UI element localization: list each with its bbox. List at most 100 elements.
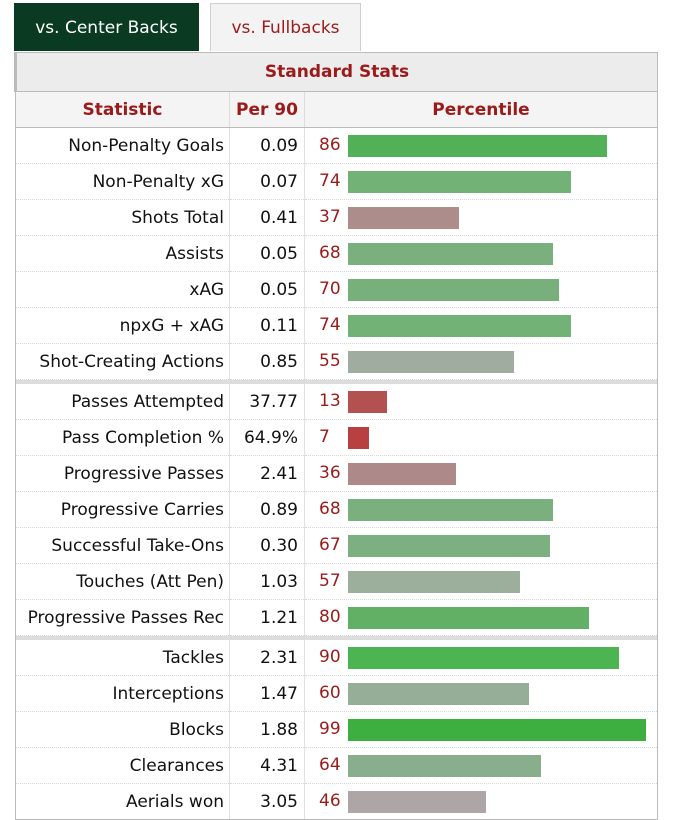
percentile-bar	[348, 755, 541, 777]
percentile-cell: 13	[304, 384, 658, 420]
stat-name: Shots Total	[15, 199, 230, 236]
stat-name: Touches (Att Pen)	[15, 563, 230, 600]
percentile-cell: 86	[304, 127, 658, 164]
percentile-cell: 74	[304, 163, 658, 200]
percentile-cell: 90	[304, 640, 658, 676]
percentile-bar	[348, 607, 589, 629]
stat-name: Non-Penalty xG	[15, 163, 230, 200]
table-row: Passes Attempted 37.77 13	[15, 384, 658, 420]
table-row: Tackles 2.31 90	[15, 640, 658, 676]
table-row: npxG + xAG 0.11 74	[15, 307, 658, 344]
stat-name: Shot-Creating Actions	[15, 343, 230, 380]
percentile-cell: 7	[304, 419, 658, 456]
table-row: Progressive Passes Rec 1.21 80	[15, 599, 658, 636]
stat-name: xAG	[15, 271, 230, 308]
standard-stats-table: Standard Stats Statistic Per 90 Percenti…	[14, 52, 658, 820]
percentile-value: 46	[319, 791, 341, 811]
percentile-cell: 74	[304, 307, 658, 344]
percentile-value: 67	[319, 535, 341, 555]
percentile-cell: 67	[304, 527, 658, 564]
percentile-cell: 57	[304, 563, 658, 600]
stat-name: Non-Penalty Goals	[15, 127, 230, 164]
per90-value: 0.11	[229, 307, 305, 344]
percentile-value: 68	[319, 243, 341, 263]
table-row: xAG 0.05 70	[15, 271, 658, 308]
percentile-value: 99	[319, 719, 341, 739]
percentile-value: 64	[319, 755, 341, 775]
table-row: Interceptions 1.47 60	[15, 675, 658, 712]
table-row: Non-Penalty Goals 0.09 86	[15, 127, 658, 164]
column-header-percentile[interactable]: Percentile	[304, 91, 658, 128]
percentile-bar	[348, 279, 559, 301]
table-row: Blocks 1.88 99	[15, 711, 658, 748]
per90-value: 0.09	[229, 127, 305, 164]
per90-value: 0.85	[229, 343, 305, 380]
table-row: Aerials won 3.05 46	[15, 783, 658, 820]
percentile-bar	[348, 463, 456, 485]
percentile-value: 74	[319, 171, 341, 191]
table-row: Shots Total 0.41 37	[15, 199, 658, 236]
percentile-bar	[348, 571, 520, 593]
percentile-value: 60	[319, 683, 341, 703]
stat-name: Aerials won	[15, 783, 230, 820]
percentile-cell: 68	[304, 491, 658, 528]
per90-value: 0.07	[229, 163, 305, 200]
percentile-value: 86	[319, 135, 341, 155]
percentile-bar	[348, 647, 619, 669]
table-row: Non-Penalty xG 0.07 74	[15, 163, 658, 200]
column-header-statistic[interactable]: Statistic	[15, 91, 230, 128]
per90-value: 4.31	[229, 747, 305, 784]
percentile-value: 70	[319, 279, 341, 299]
percentile-value: 37	[319, 207, 341, 227]
stat-name: Progressive Passes Rec	[15, 599, 230, 636]
group-separator	[15, 635, 658, 640]
stat-name: Interceptions	[15, 675, 230, 712]
per90-value: 1.03	[229, 563, 305, 600]
tab-vs-fullbacks[interactable]: vs. Fullbacks	[210, 3, 361, 51]
percentile-bar	[348, 351, 514, 373]
percentile-bar	[348, 315, 571, 337]
percentile-bar	[348, 391, 387, 413]
percentile-cell: 37	[304, 199, 658, 236]
per90-value: 37.77	[229, 384, 305, 420]
percentile-cell: 46	[304, 783, 658, 820]
table-row: Pass Completion % 64.9% 7	[15, 419, 658, 456]
stat-name: Passes Attempted	[15, 384, 230, 420]
tab-vs-center-backs[interactable]: vs. Center Backs	[14, 3, 199, 51]
table-row: Progressive Passes 2.41 36	[15, 455, 658, 492]
percentile-cell: 99	[304, 711, 658, 748]
percentile-cell: 55	[304, 343, 658, 380]
group-separator	[15, 379, 658, 384]
per90-value: 1.88	[229, 711, 305, 748]
stat-name: Assists	[15, 235, 230, 272]
percentile-bar	[348, 243, 553, 265]
percentile-cell: 80	[304, 599, 658, 636]
stat-name: Pass Completion %	[15, 419, 230, 456]
table-row: Clearances 4.31 64	[15, 747, 658, 784]
per90-value: 0.30	[229, 527, 305, 564]
per90-value: 3.05	[229, 783, 305, 820]
percentile-cell: 36	[304, 455, 658, 492]
percentile-value: 57	[319, 571, 341, 591]
stat-name: Successful Take-Ons	[15, 527, 230, 564]
table-caption: Standard Stats	[14, 52, 658, 92]
percentile-value: 36	[319, 463, 341, 483]
percentile-bar	[348, 791, 486, 813]
percentile-value: 7	[319, 427, 330, 447]
stat-name: Tackles	[15, 640, 230, 676]
per90-value: 1.47	[229, 675, 305, 712]
per90-value: 2.31	[229, 640, 305, 676]
stat-name: Progressive Carries	[15, 491, 230, 528]
table-row: Touches (Att Pen) 1.03 57	[15, 563, 658, 600]
percentile-value: 80	[319, 607, 341, 627]
stat-name: npxG + xAG	[15, 307, 230, 344]
percentile-bar	[348, 499, 553, 521]
percentile-bar	[348, 427, 369, 449]
stats-table-body: Non-Penalty Goals 0.09 86 Non-Penalty xG 0.0…	[15, 127, 658, 820]
percentile-bar	[348, 719, 646, 741]
percentile-bar	[348, 135, 607, 157]
per90-value: 2.41	[229, 455, 305, 492]
table-row: Assists 0.05 68	[15, 235, 658, 272]
column-header-per90[interactable]: Per 90	[229, 91, 305, 128]
percentile-cell: 64	[304, 747, 658, 784]
